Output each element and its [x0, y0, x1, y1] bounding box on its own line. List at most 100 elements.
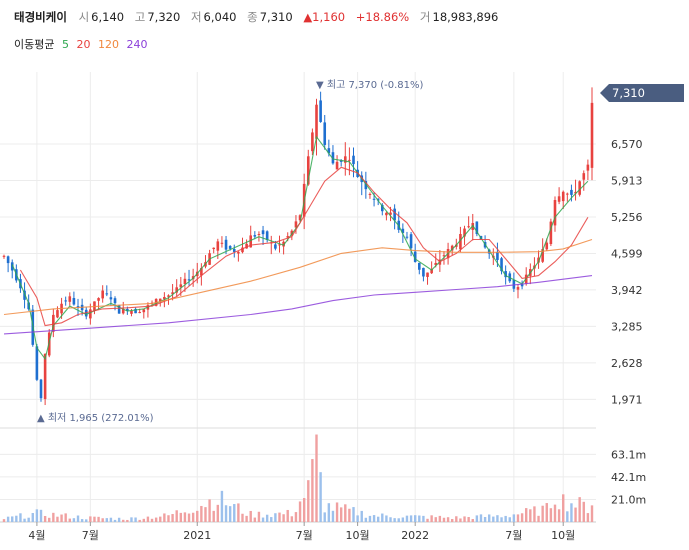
volume-bar — [500, 517, 503, 522]
volume-bar — [339, 507, 343, 522]
candle-body — [487, 249, 491, 254]
grid — [0, 72, 596, 523]
candle-body — [467, 226, 470, 228]
volume-value: 18,983,896 — [432, 10, 499, 24]
ma-legend-title: 이동평균 — [14, 38, 55, 51]
candle-body — [582, 173, 586, 180]
candle-body — [212, 247, 216, 250]
volume-bar — [512, 514, 516, 522]
volume-bar — [6, 516, 10, 522]
volume-bar — [344, 504, 347, 522]
volume-bar — [360, 510, 363, 522]
volume-bar — [43, 515, 47, 522]
volume-bar — [249, 510, 252, 522]
volume-bar — [208, 499, 211, 522]
candle-body — [200, 267, 203, 276]
volume-bar — [430, 515, 433, 522]
volume-bar — [278, 512, 281, 522]
volume-bar — [508, 517, 511, 522]
volume-bar — [27, 517, 30, 522]
candle-body — [409, 234, 413, 249]
candle-body — [6, 256, 10, 264]
volume-bar — [372, 515, 376, 522]
ma-line-120 — [3, 238, 593, 316]
candle-body — [430, 269, 433, 274]
time-tick-label: 10월 — [346, 529, 370, 542]
volume-bar — [150, 518, 154, 522]
volume-bar — [245, 515, 248, 522]
candle-body — [232, 248, 236, 252]
volume-bar — [68, 518, 71, 522]
volume-bar — [405, 515, 409, 522]
candle-body — [590, 102, 594, 168]
candle-body — [245, 243, 248, 249]
candle-body — [578, 181, 581, 195]
candle-body — [570, 189, 573, 195]
volume-bar — [85, 519, 88, 522]
time-axis: 4월 7월 2021 7월 10월 2022 7월 10월 — [28, 522, 575, 542]
volume-bar — [237, 503, 240, 522]
volume-bar — [533, 506, 536, 522]
volume-bar — [537, 515, 540, 522]
candle-body — [315, 104, 318, 139]
low-value: 6,040 — [203, 10, 237, 24]
candle-body — [500, 258, 503, 272]
candle-body — [134, 308, 137, 314]
volume-bar — [200, 505, 203, 522]
candle-body — [265, 231, 269, 241]
volume-bar — [352, 507, 355, 522]
candle-body — [405, 236, 409, 238]
volume-bar — [39, 509, 43, 522]
volume-bar — [418, 515, 421, 522]
volume-bar — [381, 513, 384, 522]
candle-body — [586, 164, 590, 171]
volume-bar — [578, 497, 581, 522]
volume-bar — [167, 515, 170, 522]
candle-body — [43, 353, 47, 399]
time-tick-label: 2021 — [183, 529, 211, 542]
volume-bar — [265, 514, 269, 522]
candle-body — [68, 296, 72, 302]
volume-bar — [492, 516, 495, 522]
volume-bar — [516, 514, 520, 522]
candle-body — [97, 298, 100, 301]
volume-bar — [553, 504, 557, 522]
volume-bar — [327, 503, 331, 522]
candle-body — [393, 208, 396, 221]
time-tick-label: 2022 — [401, 529, 429, 542]
volume-bar — [270, 517, 273, 522]
candle-body — [179, 284, 183, 288]
volume-bar — [191, 512, 195, 522]
volume-bar — [72, 518, 76, 522]
volume-bar — [274, 513, 277, 522]
volume-bar — [323, 512, 326, 522]
candle-body — [109, 297, 113, 300]
price-tick-label: 5,256 — [611, 211, 643, 224]
volume-bar — [438, 515, 442, 522]
volume-bar — [463, 516, 466, 522]
volume-bar — [545, 503, 548, 522]
candle-body — [72, 298, 76, 305]
candle-body — [512, 279, 516, 289]
stock-name: 태경비케이 — [14, 10, 67, 24]
volume-bar — [171, 514, 174, 522]
volume-bar — [409, 515, 413, 522]
candle-body — [52, 314, 55, 332]
candle-body — [426, 272, 429, 277]
volume-bar — [228, 506, 232, 522]
volume-tick-label: 42.1m — [611, 471, 646, 484]
candle-body — [278, 244, 281, 246]
ma-legend-item-5: 5 — [61, 38, 69, 51]
volume-bar — [196, 510, 199, 522]
candle-body — [475, 221, 479, 235]
volume-bar — [471, 519, 474, 522]
candle-body — [434, 262, 438, 266]
candle-body — [459, 233, 462, 250]
current-price-label: 7,310 — [612, 86, 645, 100]
volume-bar — [159, 516, 162, 522]
moving-average-legend[interactable]: 이동평균 5 20 120 240 — [14, 36, 151, 52]
volume-bar — [64, 513, 67, 522]
candle-body — [183, 278, 187, 285]
volume-bar — [35, 509, 39, 522]
